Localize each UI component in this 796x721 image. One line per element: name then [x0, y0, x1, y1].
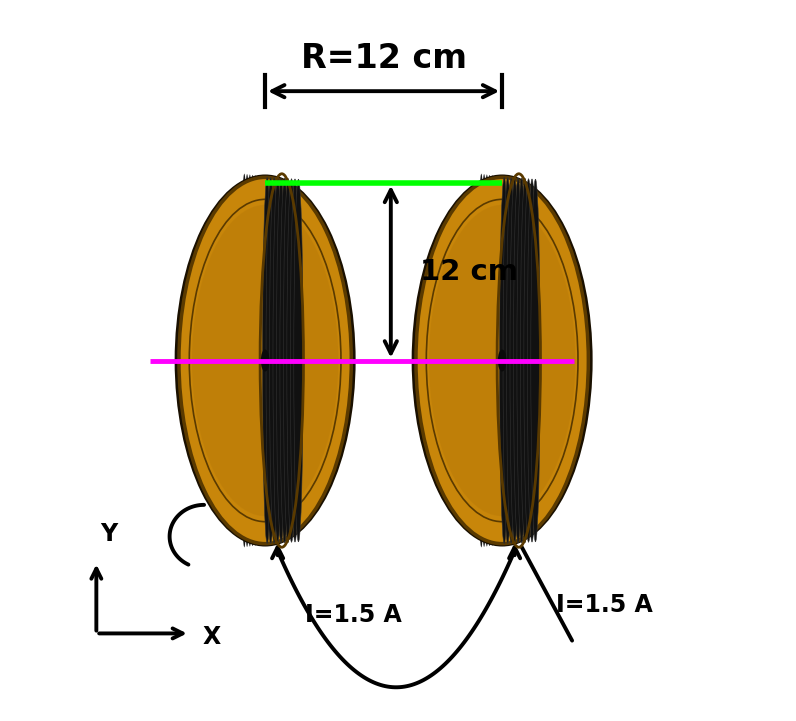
Ellipse shape: [259, 177, 268, 544]
Ellipse shape: [270, 178, 279, 543]
Ellipse shape: [480, 174, 489, 547]
Ellipse shape: [283, 179, 293, 542]
Ellipse shape: [263, 177, 272, 544]
Ellipse shape: [412, 174, 593, 547]
Ellipse shape: [531, 180, 540, 541]
Ellipse shape: [502, 177, 510, 544]
Ellipse shape: [276, 178, 286, 543]
Text: Y: Y: [100, 522, 118, 546]
Text: X: X: [203, 625, 221, 649]
Ellipse shape: [527, 179, 537, 542]
Ellipse shape: [503, 177, 513, 544]
Ellipse shape: [287, 179, 296, 542]
Ellipse shape: [256, 176, 265, 545]
Ellipse shape: [265, 177, 274, 544]
Ellipse shape: [510, 178, 519, 543]
Ellipse shape: [517, 178, 526, 543]
Ellipse shape: [179, 177, 351, 544]
Ellipse shape: [266, 177, 275, 544]
Ellipse shape: [294, 180, 303, 541]
Ellipse shape: [291, 179, 299, 542]
Ellipse shape: [488, 175, 497, 546]
Ellipse shape: [513, 178, 523, 543]
Ellipse shape: [416, 177, 588, 544]
Ellipse shape: [429, 205, 576, 516]
Ellipse shape: [174, 174, 356, 547]
Text: R=12 cm: R=12 cm: [301, 43, 466, 76]
Ellipse shape: [248, 175, 257, 546]
Text: I=1.5 A: I=1.5 A: [305, 603, 401, 627]
Ellipse shape: [494, 176, 502, 545]
Text: 12 cm: 12 cm: [419, 257, 517, 286]
Ellipse shape: [506, 178, 516, 543]
Ellipse shape: [254, 176, 263, 545]
Ellipse shape: [486, 175, 494, 546]
Ellipse shape: [499, 177, 508, 544]
Ellipse shape: [477, 174, 486, 547]
Ellipse shape: [251, 175, 259, 546]
Ellipse shape: [243, 174, 252, 547]
Ellipse shape: [497, 177, 505, 544]
Ellipse shape: [482, 174, 491, 547]
Ellipse shape: [273, 178, 283, 543]
Ellipse shape: [521, 179, 529, 542]
Ellipse shape: [524, 179, 533, 542]
Ellipse shape: [280, 178, 289, 543]
Ellipse shape: [192, 205, 338, 516]
Text: I=1.5 A: I=1.5 A: [556, 593, 653, 616]
Ellipse shape: [491, 176, 500, 545]
Ellipse shape: [500, 177, 509, 544]
Ellipse shape: [262, 177, 271, 544]
Ellipse shape: [240, 174, 248, 547]
Ellipse shape: [245, 174, 254, 547]
Ellipse shape: [261, 350, 269, 371]
Ellipse shape: [498, 350, 506, 371]
